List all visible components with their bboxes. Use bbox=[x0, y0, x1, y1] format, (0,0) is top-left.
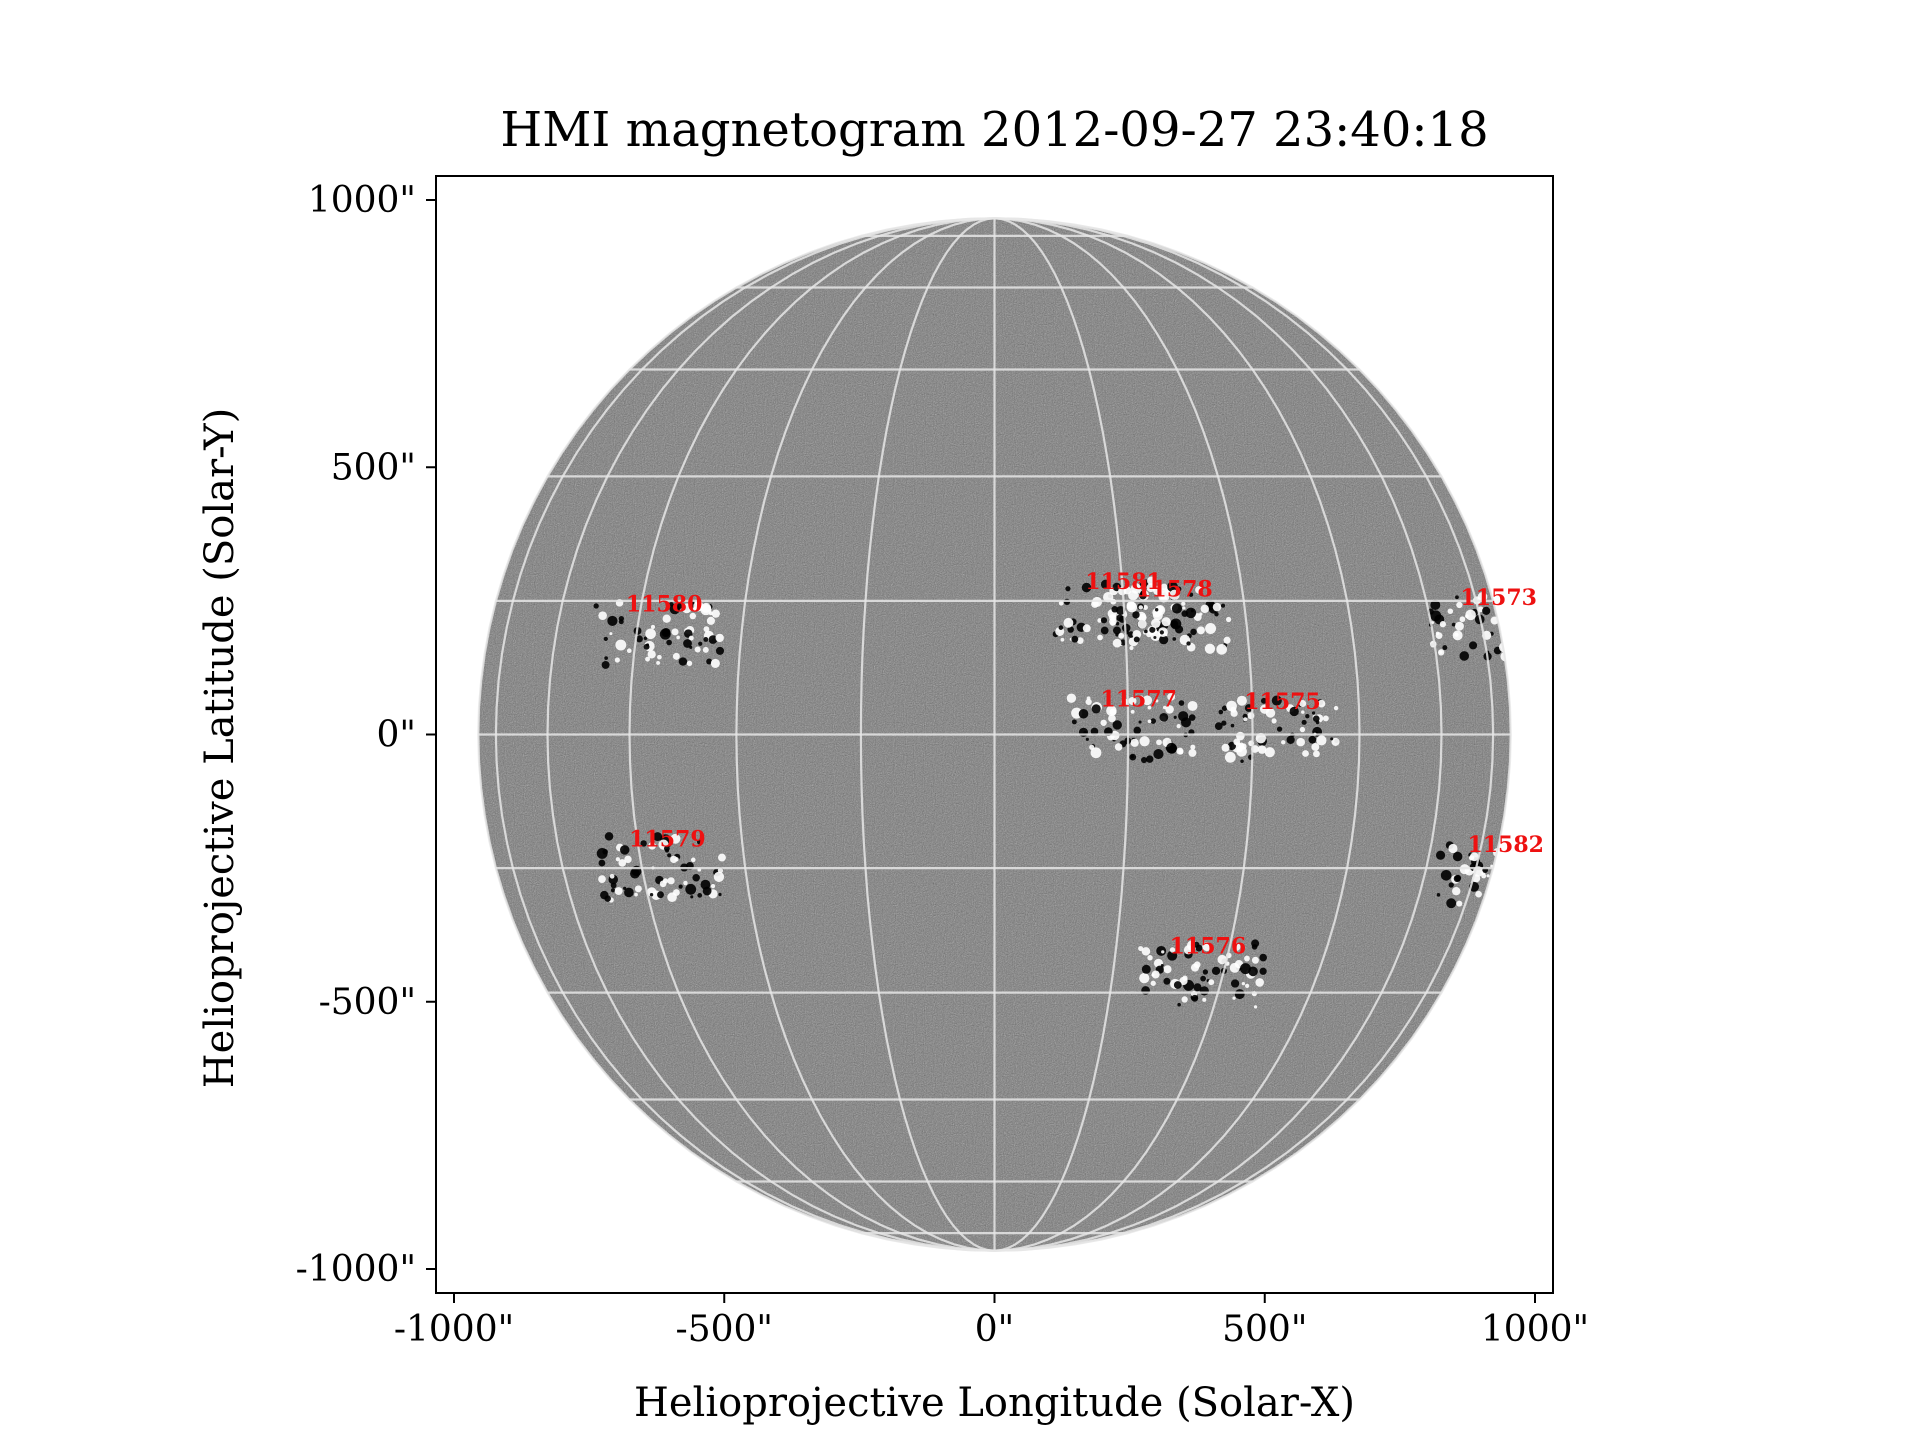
y-axis-label: Helioprojective Latitude (Solar-Y) bbox=[197, 407, 243, 1089]
longitude-line bbox=[994, 217, 1443, 1252]
y-tick-label: 500" bbox=[331, 447, 416, 488]
x-tick-label: -1000" bbox=[394, 1309, 514, 1350]
active-region-label: 11575 bbox=[1244, 689, 1321, 715]
longitude-line bbox=[735, 217, 995, 1252]
active-region-label: 11577 bbox=[1100, 687, 1177, 713]
active-region-label: 11578 bbox=[1136, 577, 1213, 603]
y-tick-label: 1000" bbox=[308, 180, 416, 221]
longitude-line bbox=[994, 217, 1512, 1252]
active-region-label: 11582 bbox=[1467, 832, 1544, 858]
x-axis-ticks: -1000" -500" 0" 500" 1000" bbox=[394, 1293, 1589, 1350]
y-tick-label: -500" bbox=[319, 982, 416, 1023]
longitude-line bbox=[994, 217, 1495, 1252]
longitude-line bbox=[477, 217, 995, 1252]
longitude-line bbox=[994, 217, 1254, 1252]
x-tick-label: -500" bbox=[676, 1309, 773, 1350]
longitude-line bbox=[494, 217, 995, 1252]
x-tick-label: 500" bbox=[1222, 1309, 1307, 1350]
longitude-line bbox=[994, 217, 1130, 1252]
active-region-label: 11573 bbox=[1460, 585, 1537, 611]
y-tick-label: 0" bbox=[377, 715, 416, 756]
coordinate-grid bbox=[477, 217, 1512, 1252]
active-region-label: 11579 bbox=[629, 827, 706, 853]
y-tick-label: -1000" bbox=[296, 1249, 416, 1290]
longitude-line bbox=[994, 217, 1361, 1252]
longitude-line bbox=[628, 217, 995, 1252]
x-axis-label: Helioprojective Longitude (Solar-X) bbox=[633, 1380, 1355, 1426]
active-region-label: 11580 bbox=[626, 592, 703, 618]
x-tick-label: 1000" bbox=[1481, 1309, 1589, 1350]
longitude-line bbox=[546, 217, 995, 1252]
plot-title: HMI magnetogram 2012-09-27 23:40:18 bbox=[500, 102, 1489, 158]
y-axis-ticks: 1000" 500" 0" -500" -1000" bbox=[296, 180, 436, 1290]
x-tick-label: 0" bbox=[975, 1309, 1014, 1350]
active-region-label: 11581 bbox=[1085, 569, 1162, 595]
active-region-label: 11576 bbox=[1170, 934, 1247, 960]
longitude-line bbox=[859, 217, 995, 1252]
